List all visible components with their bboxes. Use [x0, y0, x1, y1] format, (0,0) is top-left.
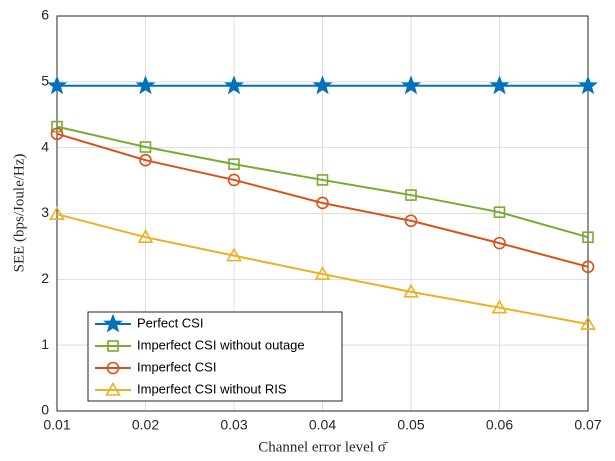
- marker: [314, 265, 331, 280]
- y-tick-label: 6: [41, 7, 49, 23]
- marker: [404, 214, 418, 228]
- marker: [103, 313, 123, 333]
- marker: [493, 236, 506, 250]
- x-tick-label: 0.01: [43, 417, 70, 433]
- series-line: [56, 132, 589, 268]
- y-tick-label: 5: [41, 73, 49, 89]
- marker: [139, 153, 152, 167]
- y-tick-label: 0: [41, 402, 49, 418]
- marker: [582, 231, 594, 243]
- marker: [581, 260, 595, 274]
- marker: [312, 75, 333, 95]
- x-tick-label: 0.06: [486, 417, 513, 433]
- legend-label: Imperfect CSI without outage: [137, 337, 305, 352]
- legend-label: Imperfect CSI: [137, 359, 216, 374]
- legend: Perfect CSI Imperfect CSI without outage I…: [87, 311, 343, 402]
- x-tick-label: 0.04: [309, 417, 336, 433]
- marker: [580, 315, 596, 330]
- marker: [105, 381, 121, 396]
- marker: [107, 340, 119, 352]
- marker: [228, 158, 240, 170]
- x-tick-label: 0.03: [220, 417, 247, 433]
- marker: [405, 189, 417, 201]
- y-axis-label: SEE (bps/Joule/Hz): [11, 154, 27, 273]
- marker: [227, 173, 241, 187]
- marker: [316, 196, 329, 210]
- marker: [139, 141, 152, 153]
- y-tick-label: 3: [41, 204, 49, 220]
- marker: [226, 247, 242, 262]
- plot-frame: [56, 15, 589, 412]
- legend-label: Perfect CSI: [137, 315, 203, 330]
- marker: [578, 75, 598, 95]
- marker: [135, 75, 156, 95]
- y-tick-label: 1: [41, 336, 49, 352]
- legend-label: Imperfect CSI without RIS: [137, 381, 287, 396]
- marker: [47, 75, 67, 95]
- x-axis-label: Channel error level σ̄: [258, 439, 389, 455]
- marker: [49, 206, 65, 220]
- marker: [493, 206, 506, 218]
- x-tick-label: 0.07: [574, 417, 601, 433]
- marker: [403, 283, 419, 298]
- marker: [106, 361, 120, 375]
- series-line: [56, 125, 589, 239]
- marker: [489, 75, 510, 95]
- marker: [50, 127, 64, 141]
- x-tick-label: 0.02: [132, 417, 159, 433]
- series-line: [56, 213, 589, 326]
- y-tick-label: 4: [41, 138, 49, 154]
- x-tick-label: 0.05: [397, 417, 424, 433]
- marker: [316, 174, 329, 186]
- marker: [401, 75, 421, 95]
- legend-box: [87, 311, 343, 402]
- marker: [491, 299, 508, 314]
- marker: [137, 229, 154, 243]
- marker: [51, 120, 63, 133]
- y-tick-label: 2: [41, 270, 49, 286]
- marker: [224, 75, 244, 95]
